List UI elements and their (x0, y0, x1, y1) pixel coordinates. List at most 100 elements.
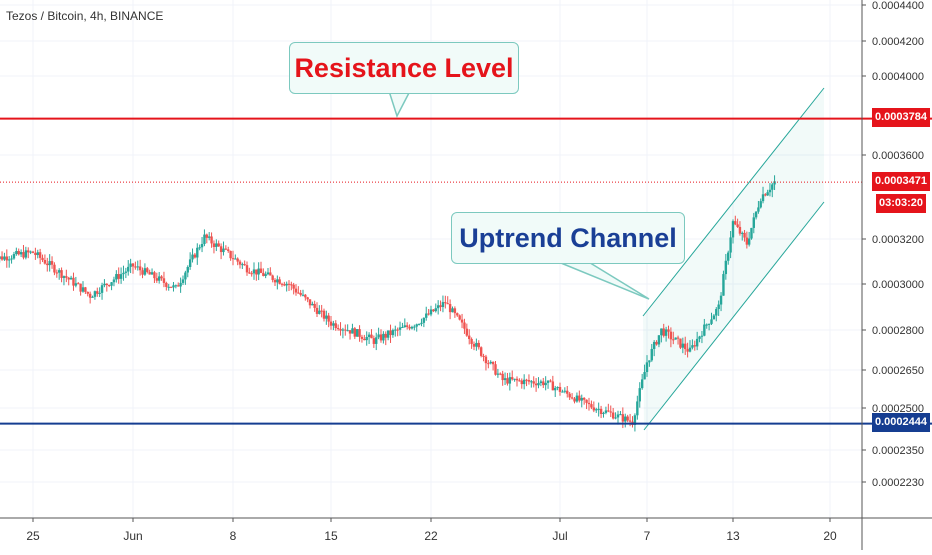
candle-body (271, 275, 274, 280)
candle-body (346, 330, 349, 332)
candle-body (422, 317, 426, 323)
candle-body (191, 254, 194, 260)
uptrend-channel-callout[interactable]: Uptrend Channel (451, 212, 685, 264)
candle-body (179, 282, 182, 287)
candle-body (667, 329, 670, 332)
time-axis-label: 15 (324, 529, 338, 543)
candle-body (257, 268, 260, 275)
candle-body (358, 329, 361, 337)
candle-body (215, 243, 218, 247)
candle-body (344, 329, 347, 331)
candle-body (131, 263, 135, 267)
candle-body (184, 272, 187, 280)
candle-body (334, 323, 337, 329)
uptrend-channel-lower-line[interactable] (643, 201, 825, 431)
candle-body (403, 325, 407, 328)
candle-body (38, 252, 42, 258)
candle-body (348, 330, 352, 334)
candle-body (224, 248, 228, 250)
candle-body (396, 329, 399, 331)
candle-body (245, 265, 249, 273)
candle-body (119, 274, 123, 279)
candle-body (597, 408, 600, 410)
candle-body (72, 277, 75, 286)
candle-body (420, 322, 423, 324)
price-axis-label: 0.0004200 (872, 36, 924, 48)
candle-body (389, 330, 392, 336)
price-axis-label: 0.0002350 (872, 445, 924, 457)
candle-body (127, 266, 130, 272)
candle-body (695, 338, 699, 347)
candle-body (188, 259, 192, 268)
candle-body (558, 386, 562, 392)
time-axis-label: Jun (123, 529, 142, 543)
price-axis-label: 0.0004000 (872, 71, 924, 83)
candle-body (747, 238, 751, 245)
resistance-level-callout[interactable]: Resistance Level (289, 42, 519, 94)
candle-body (250, 273, 253, 275)
candle-body (736, 224, 739, 227)
candle-body (681, 343, 685, 348)
candle-body (43, 260, 47, 264)
candle-body (761, 194, 765, 202)
candle-body (332, 323, 335, 326)
candle-body (703, 324, 706, 336)
candle-body (448, 304, 452, 313)
candle-body (177, 285, 180, 287)
candle-body (98, 292, 101, 294)
candle-body (355, 329, 359, 337)
candle-body (304, 294, 307, 298)
candle-body (55, 272, 59, 274)
candles (0, 175, 776, 432)
candle-body (112, 279, 116, 283)
candle-body (65, 276, 68, 278)
candle-body (320, 310, 323, 312)
candle-body (370, 334, 373, 339)
candle-body (489, 361, 492, 364)
price-axis-label: 0.0002650 (872, 365, 924, 377)
candle-body (24, 250, 28, 258)
candle-body (729, 237, 732, 253)
candle-body (554, 387, 557, 391)
candle-body (607, 410, 610, 412)
candle-body (645, 362, 649, 373)
chart-title: Tezos / Bitcoin, 4h, BINANCE (6, 9, 164, 23)
candle-body (657, 335, 661, 345)
candle-body (96, 291, 99, 294)
candle-body (757, 207, 760, 212)
candle-body (527, 380, 531, 382)
candle-body (768, 189, 772, 193)
candle-body (731, 221, 735, 238)
candle-body (710, 319, 713, 324)
candle-body (609, 411, 612, 413)
candle-body (205, 234, 209, 238)
candle-body (628, 420, 632, 422)
candle-body (81, 287, 85, 292)
uptrend-channel-upper-line[interactable] (642, 87, 825, 317)
candle-body (100, 285, 104, 293)
candle-body (57, 270, 61, 273)
candle-body (655, 341, 658, 345)
candle-body (738, 226, 742, 234)
candle-body (556, 386, 559, 388)
candle-body (48, 261, 51, 266)
price-axis-label: 0.0004400 (872, 0, 924, 12)
candle-body (234, 258, 237, 260)
candle-body (259, 268, 263, 273)
candle-body (297, 292, 300, 294)
candle-body (727, 252, 730, 261)
candle-body (427, 313, 430, 315)
candle-body (138, 266, 142, 271)
candle-body (534, 383, 538, 386)
candle-body (103, 283, 106, 286)
bar-countdown-tag: 03:03:20 (876, 194, 926, 213)
candle-body (568, 393, 571, 398)
price-axis-label: 0.0002800 (872, 325, 924, 337)
candle-body (717, 304, 720, 310)
candle-body (336, 328, 340, 330)
candle-body (604, 410, 608, 413)
candle-body (93, 291, 97, 297)
candle-body (200, 243, 204, 248)
